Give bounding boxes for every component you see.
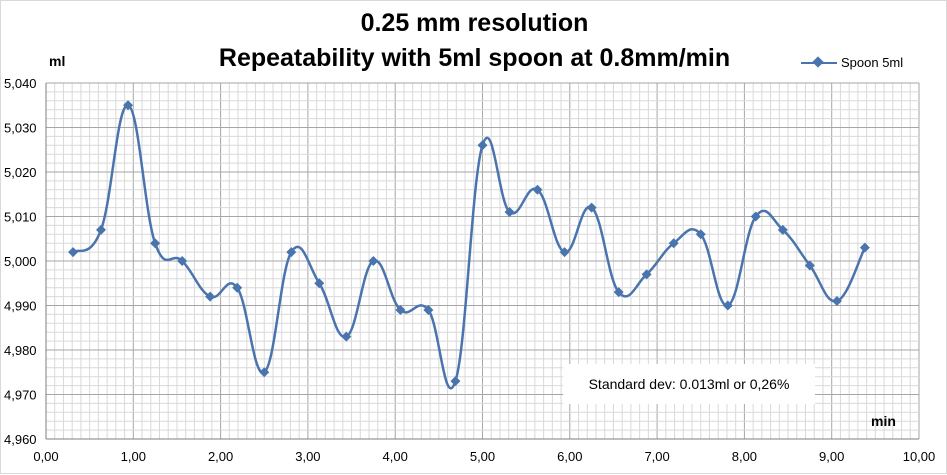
std-dev-annotation: Standard dev: 0.013ml or 0,26% [563,364,815,404]
y-axis-label: ml [49,53,66,69]
data-point-marker [668,238,679,249]
x-tick-label: 5,00 [470,449,495,464]
chart-subtitle: Repeatability with 5ml spoon at 0.8mm/mi… [218,44,731,72]
chart-title: 0.25 mm resolution [360,9,589,37]
x-axis-label: min [871,413,896,429]
data-point-marker [286,247,297,258]
x-tick-label: 7,00 [644,449,669,464]
data-point-marker [177,256,188,266]
data-point-marker [804,260,815,271]
data-point-marker [532,184,543,195]
data-point-marker [695,229,706,240]
y-tick-label: 4,980 [4,343,37,358]
y-tick-label: 4,970 [4,388,37,403]
data-point-marker [423,304,434,315]
y-tick-label: 5,030 [4,121,37,136]
data-point-marker [722,300,733,311]
x-tick-label: 2,00 [208,449,233,464]
series-markers [68,100,870,387]
y-tick-label: 5,040 [4,76,37,91]
data-point-marker [232,282,243,293]
data-point-marker [150,238,161,249]
x-tick-label: 10,00 [903,449,936,464]
data-point-marker [586,202,597,213]
data-point-marker [559,247,570,258]
data-point-marker [750,211,761,222]
data-point-marker [777,224,788,235]
x-tick-label: 8,00 [732,449,757,464]
data-point-marker [95,224,106,235]
data-point-marker [123,100,134,111]
data-point-marker [477,140,488,151]
y-tick-label: 5,010 [4,210,37,225]
series-lines [72,103,866,390]
data-point-marker [205,291,216,302]
x-tick-label: 0,00 [33,449,58,464]
data-point-marker [341,331,352,342]
data-point-marker [641,269,652,280]
data-point-marker [450,376,461,387]
legend: Spoon 5ml [801,55,903,70]
x-tick-label: 3,00 [295,449,320,464]
x-tick-label: 4,00 [383,449,408,464]
data-point-marker [504,207,515,218]
y-tick-label: 4,960 [4,432,37,447]
y-tick-label: 5,000 [4,254,37,269]
data-point-marker [395,304,406,315]
data-point-marker [613,287,624,298]
grid [45,82,920,440]
tick-labels: 0,00 1,00 2,00 3,00 4,00 5,00 6,00 7,00 8,00 9,00… [4,76,935,464]
data-point-marker [831,296,842,307]
x-tick-label: 6,00 [557,449,582,464]
data-point-marker [368,256,379,266]
legend-label: Spoon 5ml [841,55,904,70]
series-line [72,103,866,390]
data-point-marker [314,278,325,289]
x-tick-label: 9,00 [819,449,844,464]
data-point-marker [259,367,270,378]
legend-diamond-marker-icon [801,57,837,69]
y-tick-label: 4,990 [4,299,37,314]
data-point-marker [68,247,79,258]
x-tick-label: 1,00 [121,449,146,464]
y-tick-label: 5,020 [4,165,37,180]
data-point-marker [859,242,870,253]
axes [45,83,919,440]
